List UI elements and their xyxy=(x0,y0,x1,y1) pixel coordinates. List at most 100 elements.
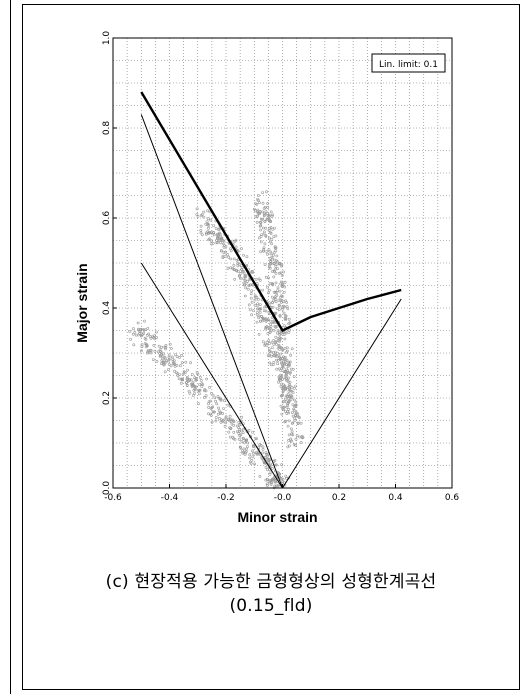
strain-point xyxy=(193,388,197,392)
strain-point xyxy=(274,311,278,315)
strain-point xyxy=(266,354,270,358)
strain-point xyxy=(290,439,293,443)
strain-point xyxy=(236,270,240,273)
strain-point xyxy=(257,201,261,205)
x-tick-label: 0.4 xyxy=(388,493,403,503)
strain-point xyxy=(220,249,223,253)
strain-point xyxy=(241,270,245,273)
strain-point xyxy=(263,205,267,209)
strain-point xyxy=(206,209,209,213)
strain-point xyxy=(279,376,283,380)
strain-point xyxy=(260,217,264,221)
strain-point xyxy=(271,321,275,325)
strain-point xyxy=(155,330,158,334)
annotation-box xyxy=(371,53,446,73)
strain-point xyxy=(291,403,295,407)
strain-point xyxy=(285,358,289,362)
strain-point xyxy=(252,443,256,447)
strain-point xyxy=(269,219,273,223)
strain-point xyxy=(278,333,282,337)
strain-point xyxy=(244,281,248,285)
strain-point xyxy=(265,340,269,344)
strain-point xyxy=(209,399,213,403)
strain-point xyxy=(250,289,254,293)
strain-point xyxy=(219,241,223,245)
strain-point xyxy=(163,370,167,374)
strain-point xyxy=(258,303,262,307)
strain-point xyxy=(227,255,231,259)
strain-point xyxy=(276,337,280,341)
strain-point xyxy=(278,339,282,343)
strain-point xyxy=(176,374,180,378)
strain-point xyxy=(216,235,220,239)
strain-point xyxy=(252,309,255,313)
strain-point xyxy=(236,430,240,434)
strain-point xyxy=(287,407,291,411)
strain-point xyxy=(255,437,258,441)
strain-point xyxy=(267,288,271,292)
strain-point xyxy=(215,402,219,406)
strain-point xyxy=(261,445,265,449)
strain-point xyxy=(273,245,277,249)
strain-point xyxy=(269,262,272,266)
strain-point xyxy=(257,314,261,318)
strain-point xyxy=(267,318,270,322)
strain-point xyxy=(132,343,136,347)
strain-point xyxy=(240,429,244,433)
strain-point xyxy=(286,380,290,384)
strain-point xyxy=(287,322,291,326)
strain-point xyxy=(267,339,271,343)
strain-point xyxy=(242,283,246,287)
y-tick-label: 1.0 xyxy=(102,31,112,46)
strain-point xyxy=(223,417,227,421)
strain-point xyxy=(183,371,187,374)
strain-point xyxy=(253,298,257,302)
strain-point xyxy=(134,333,138,337)
strain-point xyxy=(264,319,268,323)
strain-point xyxy=(241,431,245,435)
strain-point xyxy=(247,284,251,288)
strain-point xyxy=(279,404,283,408)
strain-point xyxy=(231,435,235,439)
strain-point xyxy=(274,264,278,268)
figure-caption-subtitle: (0.15_fld) xyxy=(229,596,313,616)
strain-point xyxy=(199,228,203,232)
strain-point xyxy=(164,360,168,364)
strain-point xyxy=(274,342,278,346)
strain-point xyxy=(274,234,278,238)
strain-point xyxy=(227,430,231,434)
strain-point xyxy=(280,412,284,416)
strain-point xyxy=(207,223,211,227)
strain-point xyxy=(272,261,276,265)
strain-point xyxy=(190,383,194,387)
strain-point xyxy=(221,256,225,260)
strain-point xyxy=(262,214,266,218)
strain-point xyxy=(267,248,271,252)
strain-point xyxy=(287,397,291,401)
strain-point xyxy=(269,470,273,474)
strain-point xyxy=(271,283,275,287)
strain-point xyxy=(264,309,268,313)
strain-point xyxy=(173,362,176,366)
strain-point xyxy=(191,382,195,386)
strain-point xyxy=(178,364,182,368)
strain-point xyxy=(161,360,165,364)
strain-point xyxy=(300,436,304,440)
strain-point xyxy=(299,421,303,425)
strain-point xyxy=(267,265,271,269)
strain-point xyxy=(207,412,210,416)
strain-point xyxy=(283,397,287,401)
strain-point xyxy=(262,246,266,250)
strain-point xyxy=(242,437,246,441)
strain-point xyxy=(161,355,165,359)
strain-point xyxy=(239,446,243,450)
strain-point xyxy=(280,264,283,268)
strain-point xyxy=(287,433,291,437)
strain-point xyxy=(259,228,263,232)
strain-point xyxy=(211,405,215,409)
strain-point xyxy=(249,296,253,300)
strain-point xyxy=(168,342,172,346)
strain-point xyxy=(266,285,269,289)
strain-point xyxy=(169,364,173,368)
strain-point xyxy=(263,242,267,246)
